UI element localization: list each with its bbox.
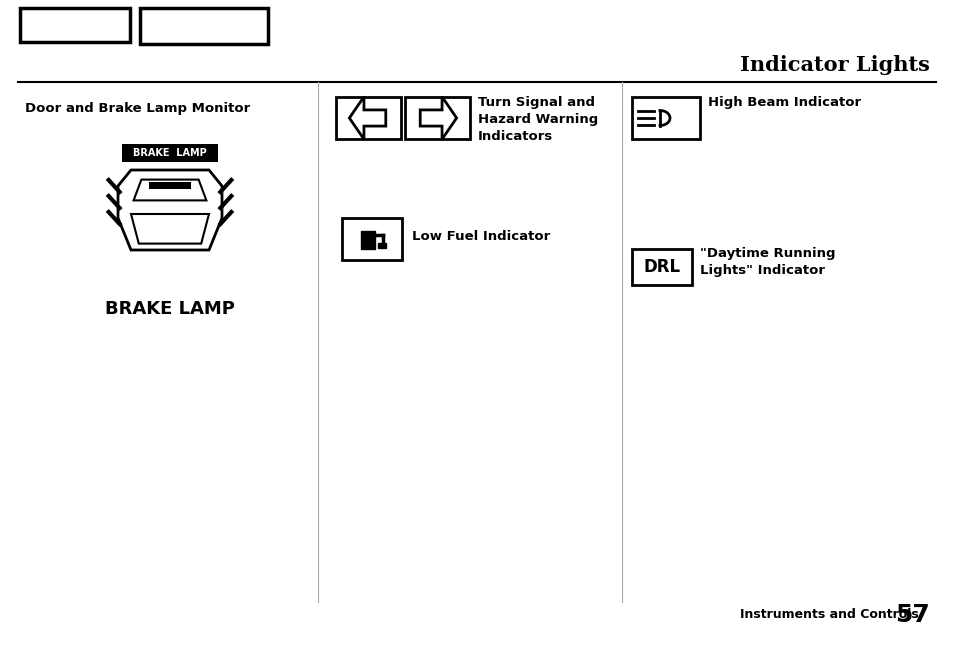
Bar [122,144,218,162]
Text: Instruments and Controls: Instruments and Controls [740,608,918,621]
Text: BRAKE  LAMP: BRAKE LAMP [133,148,207,158]
Bar [341,218,401,260]
Polygon shape [349,97,385,139]
Polygon shape [131,214,209,244]
Text: Low Fuel Indicator: Low Fuel Indicator [412,231,550,244]
Bar [405,97,470,139]
Bar [335,97,400,139]
Text: 57: 57 [894,603,929,627]
Bar [631,97,700,139]
Text: BRAKE LAMP: BRAKE LAMP [105,300,234,318]
Bar [149,182,191,189]
Bar [20,8,130,42]
Polygon shape [118,170,222,250]
Bar [140,8,268,44]
Text: Indicator Lights: Indicator Lights [740,55,929,75]
Text: "Daytime Running
Lights" Indicator: "Daytime Running Lights" Indicator [700,247,835,277]
Text: DRL: DRL [642,258,679,276]
Bar [377,243,386,248]
Bar [631,249,691,285]
Text: High Beam Indicator: High Beam Indicator [707,96,861,109]
Text: Turn Signal and
Hazard Warning
Indicators: Turn Signal and Hazard Warning Indicator… [477,96,598,143]
Bar [360,231,375,249]
Text: Door and Brake Lamp Monitor: Door and Brake Lamp Monitor [25,102,250,115]
Polygon shape [133,179,206,200]
Polygon shape [419,97,456,139]
